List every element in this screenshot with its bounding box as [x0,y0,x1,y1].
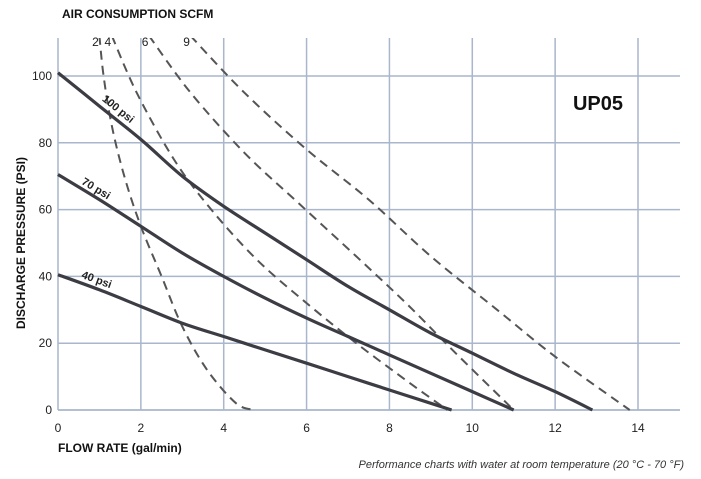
x-tick-label: 8 [386,421,393,435]
air-consumption-label-6: 6 [142,35,149,49]
y-axis-title: DISCHARGE PRESSURE (PSI) [14,157,28,329]
y-tick-label: 40 [39,269,53,283]
y-tick-label: 100 [32,69,52,83]
x-tick-label: 6 [303,421,310,435]
grid-layer [57,38,680,411]
y-tick-label: 20 [39,336,53,350]
y-tick-label: 80 [39,136,53,150]
x-tick-label: 12 [548,421,562,435]
air-consumption-title: AIR CONSUMPTION SCFM [62,7,213,21]
x-tick-label: 14 [631,421,645,435]
y-tick-label: 60 [39,203,53,217]
footnote: Performance charts with water at room te… [359,459,685,471]
air-consumption-curves [98,38,631,411]
x-tick-label: 10 [466,421,480,435]
pressure-curve-100-psi [57,71,594,412]
air-consumption-curve-2 [98,38,256,411]
x-tick-label: 4 [220,421,227,435]
pressure-curves [57,71,594,412]
air-consumption-label-4: 4 [105,35,112,49]
air-consumption-label-9: 9 [183,35,190,49]
y-tick-label: 0 [45,403,52,417]
x-tick-label: 2 [138,421,145,435]
air-consumption-curve-6 [149,38,515,411]
pressure-curve-70-psi [57,173,515,412]
x-axis-title: FLOW RATE (gal/min) [58,441,182,455]
model-name: UP05 [573,93,623,115]
pressure-curve-40-psi [57,273,453,412]
air-consumption-curve-9 [191,38,631,411]
air-consumption-label-2: 2 [92,35,99,49]
x-tick-label: 0 [55,421,62,435]
